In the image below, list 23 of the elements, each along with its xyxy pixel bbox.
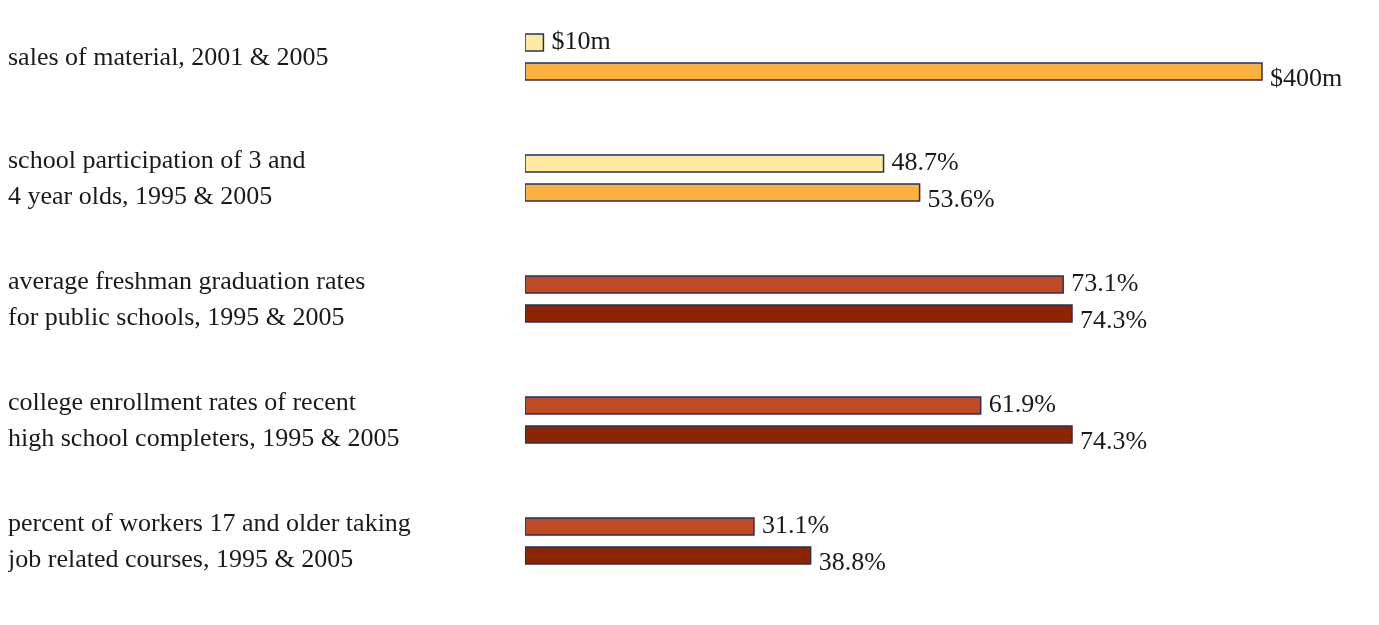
bar: [525, 396, 982, 415]
bar: [525, 304, 1073, 323]
bar: [525, 154, 885, 173]
data-label: 31.1%: [761, 509, 830, 539]
y-tick-label: sales of material, 2001 & 2005: [8, 40, 329, 73]
data-label: 61.9%: [988, 388, 1056, 418]
bar: [525, 546, 812, 565]
y-tick-label: school participation of 3 and 4 year olds, 1995 & 2005: [8, 143, 306, 212]
data-label: 74.3%: [1080, 425, 1148, 455]
data-label: 74.3%: [1080, 304, 1148, 334]
data-label: $10m: [551, 25, 611, 55]
data-label: 38.8%: [818, 546, 886, 576]
data-label: 73.1%: [1071, 267, 1139, 297]
y-tick-label: percent of workers 17 and older taking job related courses, 1995 & 2005: [8, 506, 411, 575]
bar: [525, 275, 1064, 294]
data-label: 53.6%: [927, 183, 995, 213]
bar: [525, 517, 755, 536]
data-label: 48.7%: [891, 146, 959, 176]
bar: [525, 183, 921, 202]
y-tick-label: college enrollment rates of recent high school completers, 1995 & 2005: [8, 385, 400, 454]
y-tick-label: average freshman graduation rates for public schools, 1995 & 2005: [8, 264, 366, 333]
data-label: $400m: [1270, 62, 1343, 92]
bar: [525, 425, 1073, 444]
